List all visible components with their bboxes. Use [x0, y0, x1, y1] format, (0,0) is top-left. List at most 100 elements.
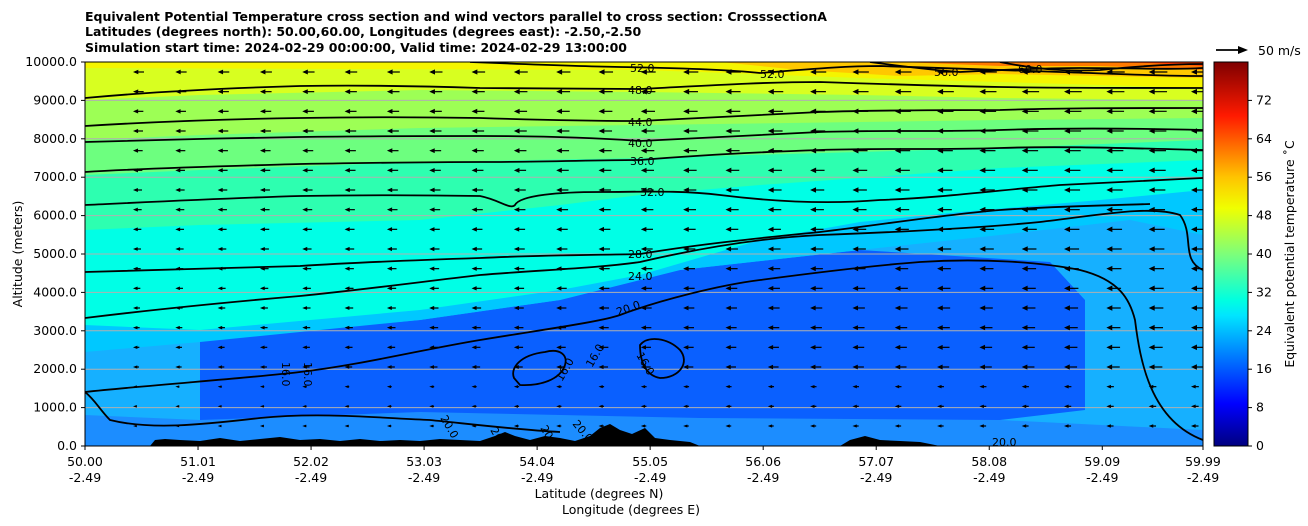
- wind-arrow: [640, 385, 647, 389]
- wind-arrow: [133, 247, 141, 251]
- wind-arrow: [1191, 88, 1203, 95]
- y-tick-label: 0.0: [57, 438, 77, 453]
- wind-arrow: [133, 187, 142, 193]
- wind-arrow: [937, 265, 951, 272]
- wind-arrow: [767, 345, 779, 350]
- contour-44: [85, 107, 1203, 127]
- wind-arrow: [1148, 305, 1164, 311]
- title-line-2: Latitudes (degrees north): 50.00,60.00, …: [85, 24, 642, 39]
- x-tick-label-lon: -2.49: [295, 470, 327, 485]
- wind-arrow: [429, 385, 435, 389]
- wind-arrow: [344, 89, 357, 95]
- wind-arrow: [302, 69, 315, 75]
- wind-arrow: [513, 364, 523, 370]
- y-tick-label: 5000.0: [33, 246, 77, 261]
- wind-arrow: [1064, 167, 1081, 174]
- wind-arrow: [1106, 404, 1114, 409]
- wind-arrow: [513, 345, 524, 350]
- wind-arrow: [767, 364, 779, 370]
- wind-arrow: [1064, 88, 1082, 95]
- contour-label-16-e: 16.0: [301, 362, 314, 387]
- wind-arrow: [386, 108, 400, 114]
- wind-arrow: [1064, 285, 1079, 292]
- contour-24: [85, 209, 1203, 319]
- colorbar-label: Equivalent potential temperature ˚C: [1282, 140, 1297, 368]
- wind-arrow: [1148, 324, 1164, 331]
- wind-arrow: [471, 305, 482, 311]
- wind-arrow: [259, 128, 271, 134]
- wind-arrow: [683, 69, 699, 75]
- y-tick-label: 4000.0: [33, 284, 77, 299]
- wind-arrow: [725, 128, 740, 134]
- wind-arrow: [1191, 226, 1203, 233]
- wind-arrow: [513, 385, 520, 389]
- wind-arrow: [894, 285, 908, 291]
- wind-arrow: [302, 325, 311, 330]
- wind-arrow: [302, 424, 307, 428]
- wind-arrow: [471, 89, 485, 95]
- wind-arrow: [1148, 404, 1157, 409]
- wind-arrow: [302, 148, 314, 153]
- wind-arrow: [1191, 424, 1199, 428]
- title-line-1: Equivalent Potential Temperature cross s…: [85, 9, 827, 24]
- wind-arrow: [556, 69, 571, 75]
- contour-32: [85, 177, 1203, 208]
- wind-arrow: [556, 148, 570, 154]
- wind-arrow: [1064, 108, 1082, 115]
- contour-label-56: 56.0: [934, 66, 959, 79]
- wind-arrow: [1191, 384, 1199, 389]
- colorbar-tick-label: 8: [1256, 400, 1264, 415]
- wind-arrow: [725, 167, 740, 174]
- wind-arrow: [767, 246, 781, 252]
- wind-arrow: [767, 385, 775, 389]
- wind-arrow: [725, 187, 739, 193]
- y-tick-label: 1000.0: [33, 400, 77, 415]
- quiver-key-arrowhead: [1238, 46, 1248, 54]
- wind-arrow: [133, 148, 143, 153]
- wind-arrow: [598, 286, 610, 291]
- wind-arrow: [471, 365, 481, 369]
- wind-arrow: [133, 89, 144, 94]
- wind-arrow: [217, 109, 229, 114]
- wind-arrow: [217, 148, 228, 153]
- contour-28: [85, 203, 1151, 273]
- wind-arrow: [217, 385, 222, 389]
- wind-arrow: [1064, 147, 1081, 154]
- x-tick-label-lat: 53.03: [406, 454, 442, 469]
- x-tick-label-lon: -2.49: [747, 470, 779, 485]
- wind-arrow: [683, 266, 695, 272]
- wind-arrow: [513, 226, 526, 232]
- wind-arrow: [429, 305, 439, 311]
- wind-arrow: [386, 148, 399, 154]
- wind-arrow: [937, 206, 952, 213]
- wind-arrow: [175, 227, 184, 232]
- x-axis: 50.00-2.4951.01-2.4952.02-2.4953.03-2.49…: [67, 446, 1221, 485]
- wind-arrow: [1064, 128, 1082, 134]
- band-56-64: [900, 62, 1203, 70]
- contour-label-60: 60.0: [1018, 63, 1043, 76]
- wind-arrow: [133, 424, 137, 428]
- wind-arrow: [1148, 69, 1168, 75]
- wind-arrow: [429, 227, 440, 232]
- wind-arrow: [767, 285, 780, 291]
- wind-arrow: [133, 227, 142, 232]
- x-tick-label-lon: -2.49: [182, 470, 214, 485]
- wind-arrow: [725, 404, 732, 408]
- wind-arrow: [386, 345, 396, 350]
- wind-arrow: [217, 168, 228, 173]
- wind-arrow: [513, 167, 527, 173]
- wind-arrow: [598, 305, 610, 311]
- wind-arrow: [810, 344, 822, 350]
- wind-arrow: [1148, 226, 1165, 233]
- wind-arrow: [683, 147, 697, 154]
- wind-arrow: [217, 227, 227, 232]
- wind-arrow: [513, 424, 519, 428]
- wind-arrow: [767, 325, 780, 331]
- contour-56: [869, 62, 1203, 73]
- contour-lines: [85, 62, 1203, 441]
- contour-label-44: 44.0: [628, 116, 653, 129]
- contour-16-a: [512, 350, 567, 386]
- wind-arrow: [344, 148, 356, 154]
- wind-arrow: [429, 266, 440, 271]
- wind-arrow: [175, 148, 186, 153]
